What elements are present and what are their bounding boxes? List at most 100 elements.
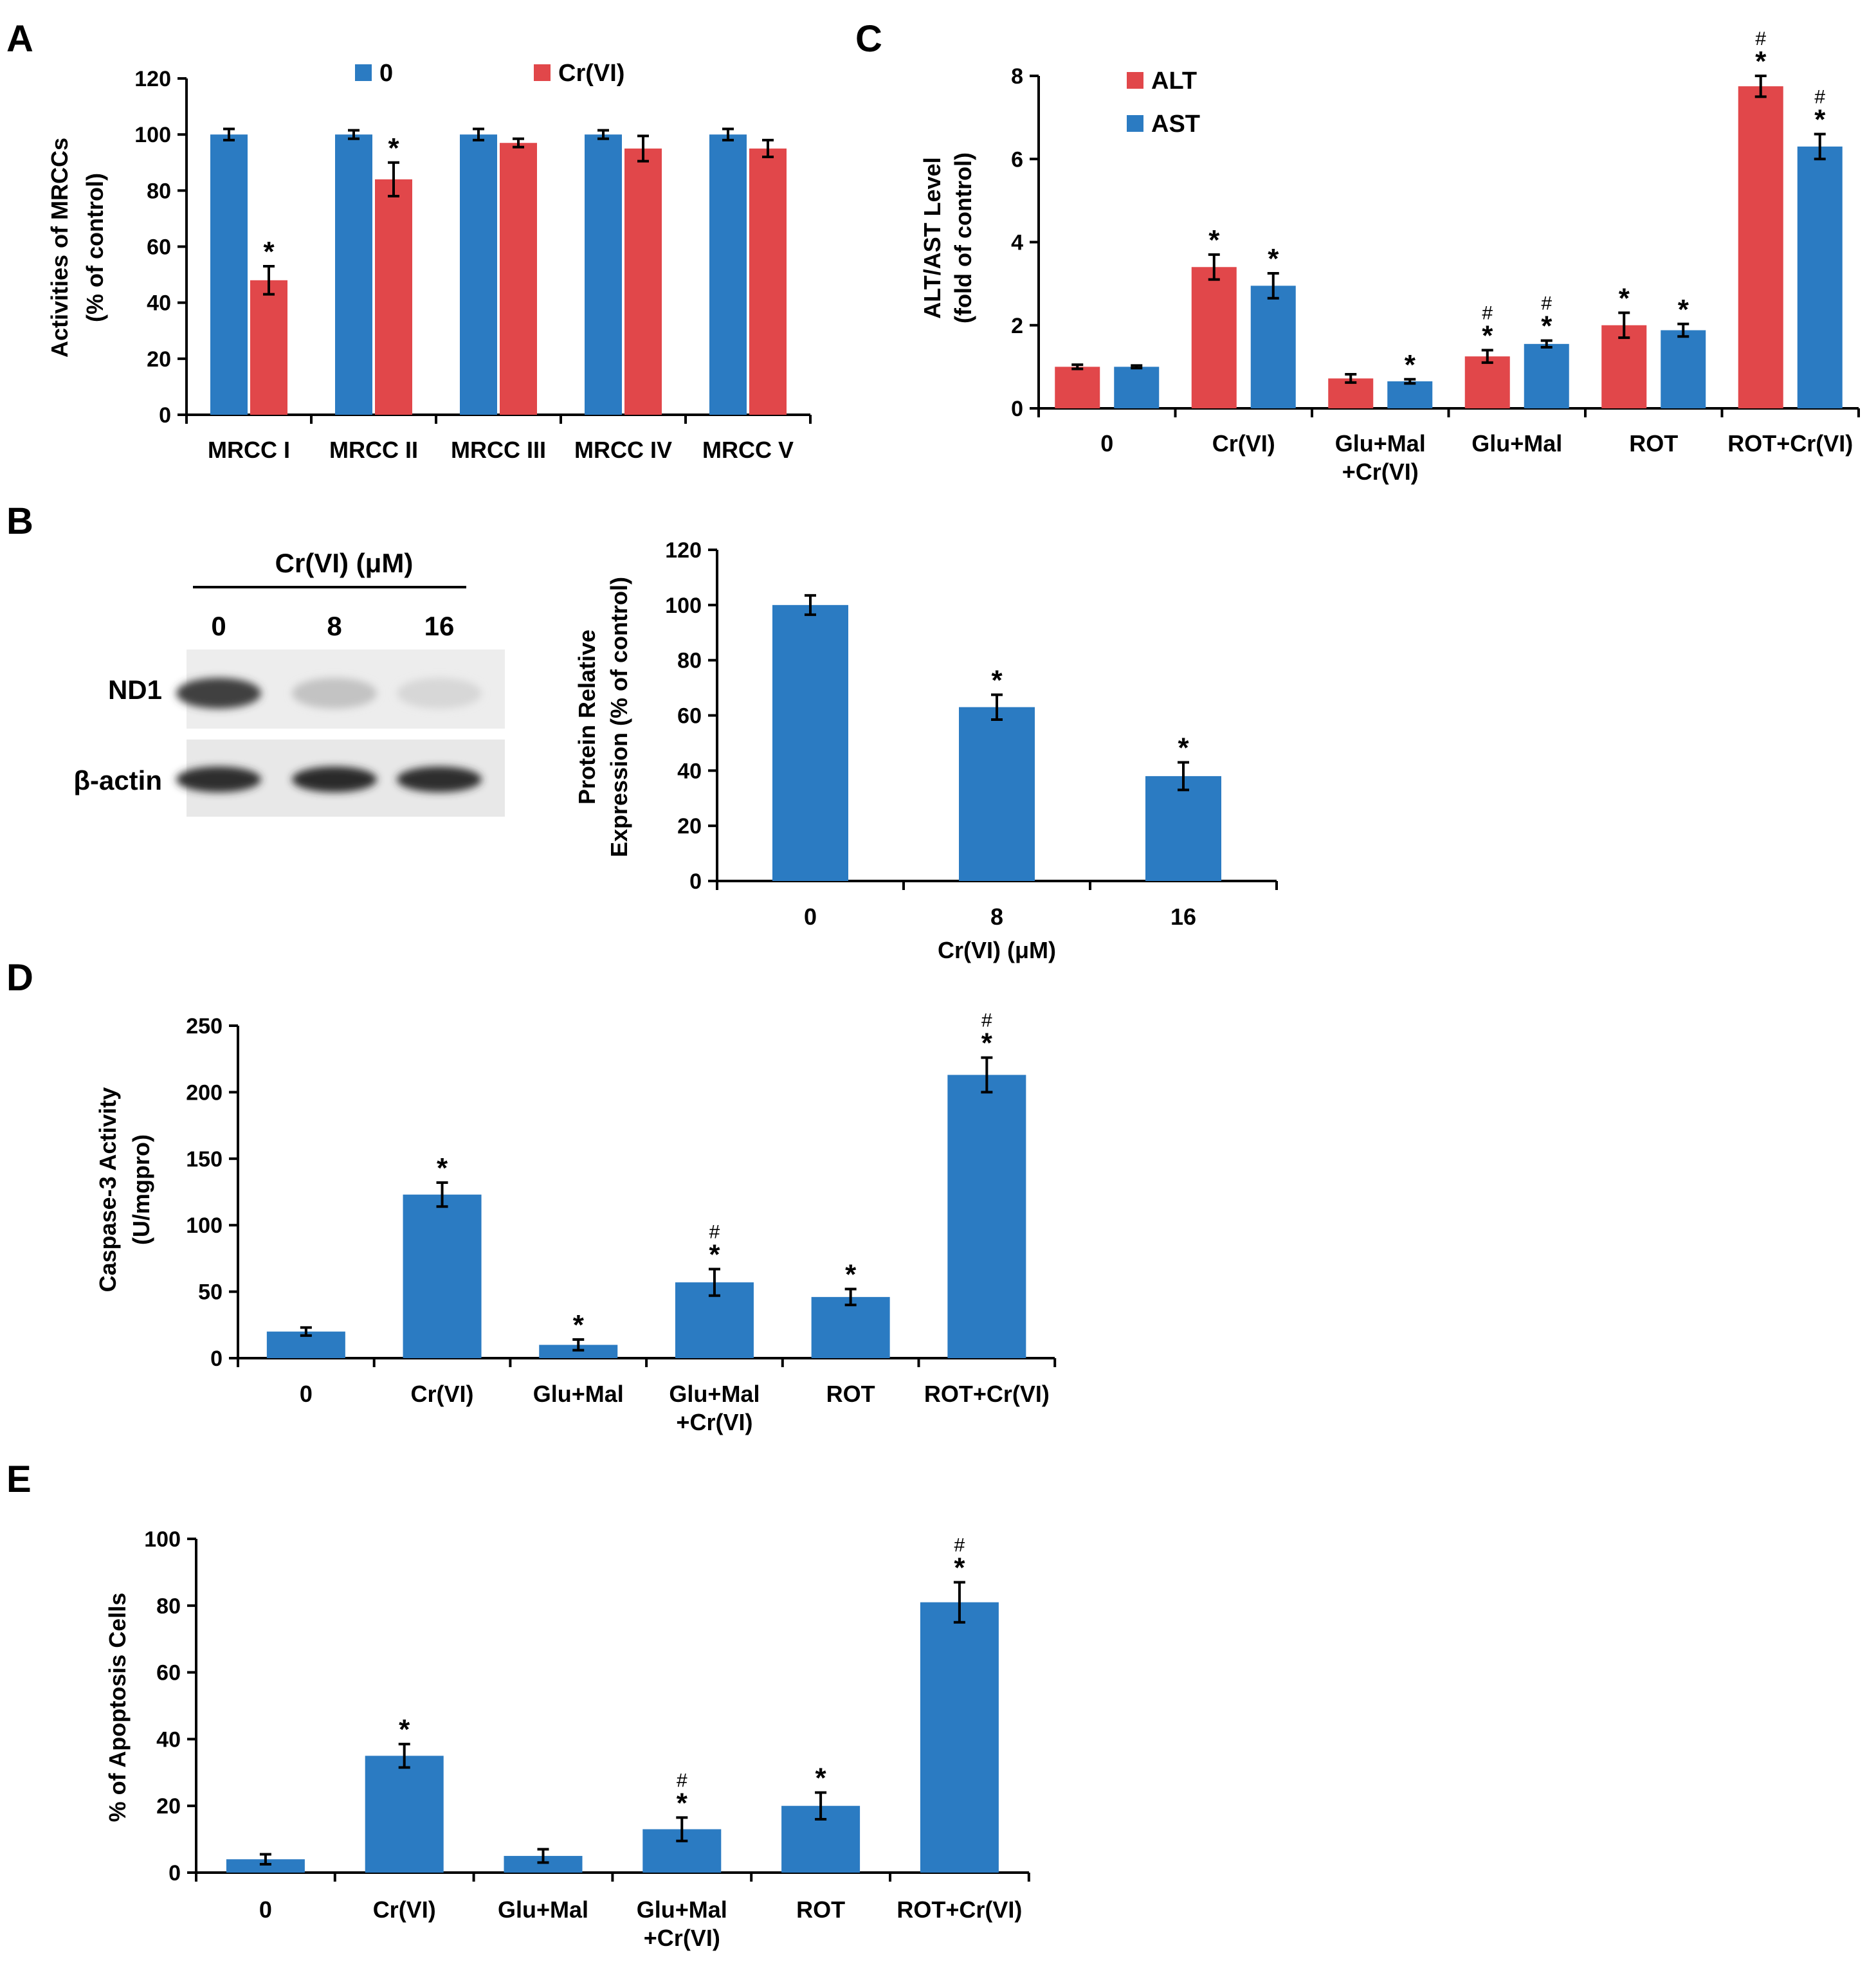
y-axis-label: (U/mgpro) xyxy=(128,1134,154,1245)
western-blot: Cr(VI) (μM) 0 8 16 ND1 β-actin xyxy=(73,548,505,817)
bar xyxy=(1145,776,1221,881)
bar xyxy=(335,134,372,415)
bar xyxy=(226,1859,305,1873)
bar xyxy=(1601,325,1647,408)
y-tick-label: 6 xyxy=(1011,147,1023,172)
blot-band xyxy=(292,767,377,792)
y-tick-label: 120 xyxy=(134,67,171,91)
y-tick-label: 80 xyxy=(156,1594,181,1619)
x-category-label: Cr(VI) xyxy=(1212,430,1275,457)
bar xyxy=(210,134,248,415)
blot-treatment-label: Cr(VI) (μM) xyxy=(275,548,414,578)
y-tick-label: 0 xyxy=(1011,397,1023,421)
legend-swatch xyxy=(1127,115,1143,132)
bar xyxy=(749,148,787,415)
legend-label: Cr(VI) xyxy=(558,60,624,87)
bar xyxy=(959,707,1035,881)
x-category-label: Glu+Mal xyxy=(637,1896,727,1923)
x-category-label: ROT+Cr(VI) xyxy=(1727,430,1853,457)
bar xyxy=(811,1296,890,1358)
significance-star: * xyxy=(1814,104,1826,135)
y-tick-label: 40 xyxy=(156,1727,181,1752)
bar xyxy=(539,1345,618,1358)
significance-hash: # xyxy=(981,1010,992,1031)
significance-star: * xyxy=(1405,349,1416,381)
y-axis-label: Protein Relative xyxy=(574,630,600,804)
blot-band xyxy=(397,767,482,792)
y-axis-label: (fold of control) xyxy=(950,152,976,323)
x-category-label: Glu+Mal xyxy=(498,1896,588,1923)
x-category-label: ROT xyxy=(1629,430,1678,457)
y-tick-label: 150 xyxy=(186,1147,223,1172)
bar xyxy=(709,134,747,415)
significance-star: * xyxy=(1755,46,1767,77)
significance-star: * xyxy=(437,1152,448,1184)
y-axis-label: % of Apoptosis Cells xyxy=(104,1593,131,1822)
bar xyxy=(500,143,537,415)
x-category-label: ROT xyxy=(826,1381,875,1407)
legend-swatch xyxy=(534,64,551,81)
legend-label: AST xyxy=(1151,111,1200,138)
x-axis-label: Cr(VI) (μM) xyxy=(938,937,1056,963)
y-tick-label: 50 xyxy=(198,1280,223,1305)
significance-star: * xyxy=(1482,320,1493,352)
legend-label: 0 xyxy=(379,60,393,87)
bar xyxy=(772,604,848,881)
significance-star: * xyxy=(1619,282,1630,314)
legend-swatch xyxy=(355,64,372,81)
bar xyxy=(250,280,287,415)
x-category-label: 16 xyxy=(1170,904,1196,930)
blot-band xyxy=(176,678,261,709)
panel-letter-a: A xyxy=(6,18,33,60)
panel-letter-e: E xyxy=(6,1458,32,1500)
y-axis-label: Caspase-3 Activity xyxy=(95,1087,121,1293)
x-category-label: 0 xyxy=(300,1381,313,1407)
significance-star: * xyxy=(815,1762,827,1794)
x-category-label: 0 xyxy=(804,904,817,930)
significance-hash: # xyxy=(709,1221,720,1242)
bar xyxy=(1250,286,1296,408)
significance-star: * xyxy=(677,1787,688,1819)
x-category-label: Glu+Mal xyxy=(533,1381,624,1407)
y-tick-label: 0 xyxy=(168,1861,181,1885)
x-category-label: Cr(VI) xyxy=(411,1381,474,1407)
significance-star: * xyxy=(1208,224,1220,256)
y-tick-label: 100 xyxy=(186,1213,223,1238)
significance-star: * xyxy=(1678,294,1689,325)
blot-band xyxy=(397,678,482,709)
bar xyxy=(1114,367,1160,408)
x-category-label: ROT xyxy=(796,1896,845,1923)
y-tick-label: 20 xyxy=(677,814,702,839)
bar xyxy=(1738,86,1783,408)
bar xyxy=(460,134,497,415)
x-category-label: Glu+Mal xyxy=(669,1381,760,1407)
significance-star: * xyxy=(981,1028,993,1059)
x-category-label: MRCC I xyxy=(208,437,290,463)
x-category-label: 0 xyxy=(259,1896,272,1923)
significance-star: * xyxy=(388,132,399,164)
bar xyxy=(585,134,622,415)
significance-star: * xyxy=(263,236,275,268)
significance-star: * xyxy=(573,1309,585,1341)
significance-star: * xyxy=(954,1552,965,1583)
y-tick-label: 250 xyxy=(186,1014,223,1039)
significance-star: * xyxy=(1541,311,1553,342)
y-tick-label: 40 xyxy=(677,759,702,783)
blot-lane-label: 16 xyxy=(424,611,455,641)
bar xyxy=(920,1602,999,1873)
y-axis-label: Expression (% of control) xyxy=(606,577,632,857)
x-category-label: MRCC II xyxy=(329,437,418,463)
bar xyxy=(947,1075,1026,1358)
bar xyxy=(1464,356,1510,408)
panel-letter-d: D xyxy=(6,957,33,999)
x-category-label: 8 xyxy=(990,904,1003,930)
significance-star: * xyxy=(1178,732,1189,763)
significance-hash: # xyxy=(1755,28,1766,50)
y-tick-label: 0 xyxy=(210,1347,223,1371)
x-category-label: Glu+Mal xyxy=(1471,430,1562,457)
blot-lane-label: 8 xyxy=(327,611,342,641)
